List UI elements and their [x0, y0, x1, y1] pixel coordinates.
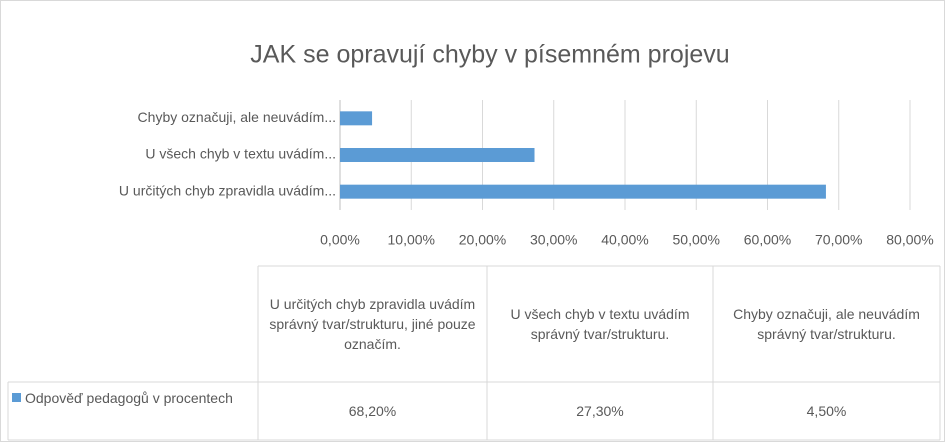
- x-tick-label: 30,00%: [530, 232, 577, 248]
- x-tick-label: 10,00%: [388, 232, 435, 248]
- x-tick-label: 70,00%: [815, 232, 862, 248]
- table-header: U určitých chyb zpravidla uvádím správný…: [269, 296, 476, 352]
- table-header: Chyby označuji, ale neuvádím správný tva…: [733, 306, 920, 342]
- chart-title: JAK se opravují chyby v písemném projevu: [250, 41, 729, 69]
- legend-cell: Odpověď pedagogů v procentech: [8, 382, 258, 440]
- bar: [340, 111, 373, 126]
- legend-swatch: [12, 393, 21, 402]
- y-tick-label: U určitých chyb zpravidla uvádím...: [119, 182, 336, 198]
- table-value: 27,30%: [576, 403, 624, 419]
- bar: [340, 148, 535, 162]
- table-value: 68,20%: [348, 403, 397, 419]
- legend-label: Odpověď pedagogů v procentech: [25, 390, 233, 406]
- table-header: U všech chyb v textu uvádím správný tvar…: [510, 306, 690, 342]
- x-tick-label: 40,00%: [601, 232, 648, 248]
- x-tick-label: 0,00%: [320, 232, 360, 248]
- table-value: 4,50%: [806, 403, 847, 419]
- x-tick-label: 60,00%: [744, 232, 791, 248]
- x-tick-label: 50,00%: [673, 232, 720, 248]
- y-tick-label: U všech chyb v textu uvádím...: [145, 146, 336, 162]
- bar: [340, 184, 826, 199]
- x-tick-label: 20,00%: [459, 232, 506, 248]
- y-tick-label: Chyby označuji, ale neuvádím...: [138, 109, 336, 125]
- x-tick-label: 80,00%: [886, 232, 933, 248]
